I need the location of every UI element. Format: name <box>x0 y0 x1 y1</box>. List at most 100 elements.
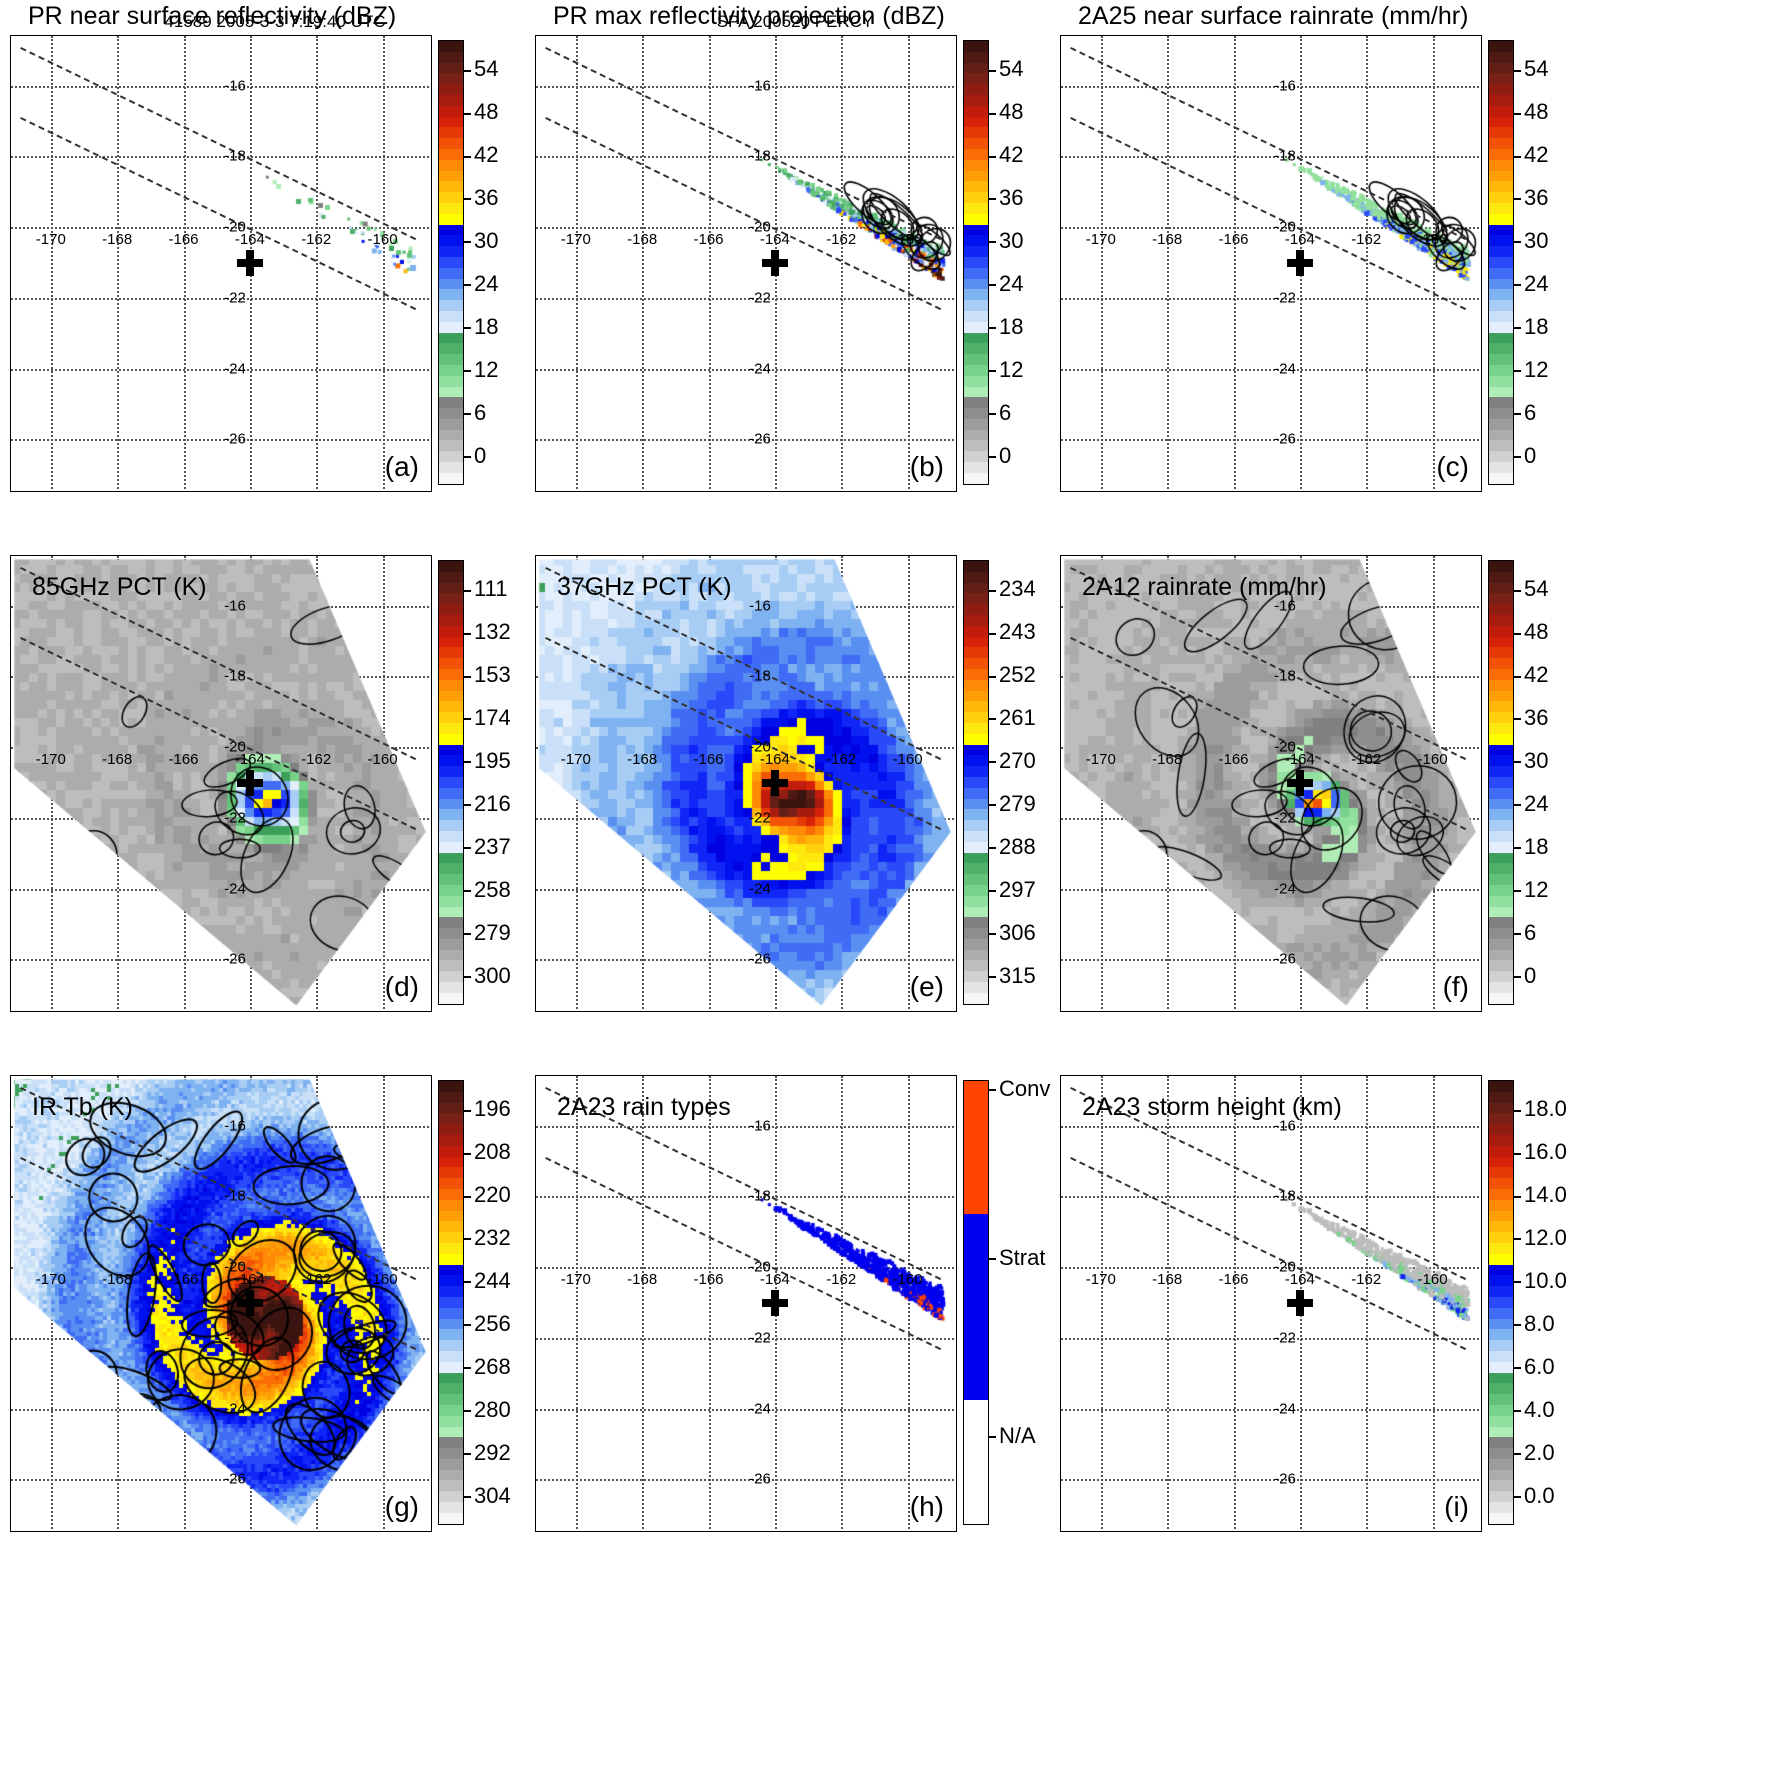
colorbar-tick-mark <box>1514 1238 1521 1241</box>
colorbar-segment <box>439 1480 463 1492</box>
colorbar-tick-label: 268 <box>474 1354 511 1380</box>
lat-tick-label: -20 <box>1274 1258 1296 1276</box>
colorbar-tick-label: 54 <box>1524 56 1549 82</box>
colorbar-ticks-d: 111 132 153 174 195 216 237 258 279 300 <box>464 560 554 1005</box>
colorbar-tick: 244 <box>464 1268 511 1294</box>
lat-tick-label: -22 <box>749 809 771 827</box>
colorbar-tick: 297 <box>989 877 1036 903</box>
colorbar-segment <box>1489 658 1513 669</box>
colorbar-segment <box>439 1134 463 1146</box>
colorbar-tick-label: 195 <box>474 748 511 774</box>
colorbar-segment <box>964 289 988 301</box>
colorbar-segment <box>1489 1167 1513 1179</box>
colorbar-tick-label: 42 <box>1524 142 1549 168</box>
lat-tick-label: -26 <box>224 950 246 968</box>
colorbar-segment <box>439 170 463 182</box>
colorbar-tick: 24 <box>1514 271 1548 297</box>
colorbar-tick-mark <box>1514 675 1521 678</box>
lat-tick-label: -18 <box>1274 667 1296 685</box>
colorbar-tick-mark <box>464 69 471 72</box>
colorbar-tick: 195 <box>464 748 511 774</box>
panel-letter-i: (i) <box>1444 1491 1469 1522</box>
colorbar-segment <box>439 62 463 74</box>
colorbar-segment <box>1489 62 1513 74</box>
colorbar-tick-label: 304 <box>474 1482 511 1508</box>
colorbar-tick: 0.0 <box>1514 1483 1555 1509</box>
colorbar-segment <box>439 960 463 972</box>
colorbar-segment <box>439 246 463 257</box>
colorbar-tick-label: 30 <box>1524 748 1549 774</box>
colorbar-tick-mark <box>989 284 996 287</box>
colorbar-segment <box>439 830 463 842</box>
colorbar-segment <box>439 1361 463 1373</box>
lon-tick-label: -162 <box>1351 751 1382 769</box>
colorbar-segment <box>439 1502 463 1513</box>
lon-tick-label: -162 <box>301 1271 332 1289</box>
lon-tick-label: -170 <box>560 231 591 249</box>
lat-tick-label: -24 <box>749 880 771 898</box>
colorbar-tick: 111 <box>464 576 507 602</box>
lat-tick-label: -22 <box>224 809 246 827</box>
lat-tick-label: -24 <box>224 360 246 378</box>
colorbar-segment <box>1489 386 1513 398</box>
panel-title-f: 2A12 rainrate (mm/hr) <box>1082 573 1327 601</box>
colorbar-segment <box>439 820 463 831</box>
colorbar-tick-mark <box>464 890 471 893</box>
lat-tick-label: -22 <box>1274 289 1296 307</box>
colorbar-tick-mark <box>989 241 996 244</box>
colorbar-tick-label: 208 <box>474 1139 511 1165</box>
lon-tick-label: -168 <box>627 1271 658 1289</box>
colorbar-segment <box>1489 397 1513 409</box>
data-layer-c <box>1061 36 1479 489</box>
colorbar-segment <box>439 690 463 702</box>
colorbar-tick: 261 <box>989 705 1036 731</box>
colorbar-segment <box>1489 787 1513 799</box>
colorbar-tick-label: 315 <box>999 962 1036 988</box>
colorbar-tick-label: 6 <box>474 400 487 426</box>
lat-tick-label: -24 <box>1274 880 1296 898</box>
colorbar-segment <box>964 246 988 257</box>
colorbar-segment <box>439 938 463 950</box>
colorbar-tick: 54 <box>1514 576 1548 602</box>
colorbar-segment <box>1489 906 1513 918</box>
colorbar-g: 196 208 220 232 244 256 268 280 292 304 <box>438 1080 558 1525</box>
colorbar-segment <box>439 73 463 85</box>
colorbar-segment <box>1489 1329 1513 1341</box>
colorbar-tick: 48 <box>464 99 498 125</box>
colorbar-tick-mark <box>464 413 471 416</box>
colorbar-segment <box>1489 776 1513 788</box>
colorbar-tick: 36 <box>1514 705 1548 731</box>
colorbar-tick: 6 <box>989 400 1011 426</box>
colorbar-segment <box>964 235 988 247</box>
colorbar-segment <box>1489 364 1513 376</box>
colorbar-tick-label: 18 <box>1524 314 1549 340</box>
colorbar-segment <box>1489 593 1513 605</box>
colorbar-segment <box>1489 1437 1513 1449</box>
lon-tick-label: -160 <box>367 231 398 249</box>
lon-tick-label: -164 <box>1284 1271 1315 1289</box>
colorbar-tick-label: 6 <box>1524 400 1537 426</box>
colorbar-segment <box>439 701 463 713</box>
colorbar-tick-mark <box>1514 112 1521 115</box>
colorbar-segment <box>1489 289 1513 301</box>
colorbar-segment <box>1489 148 1513 160</box>
colorbar-segment <box>1489 408 1513 419</box>
colorbar-segment <box>1489 841 1513 853</box>
colorbar-tick-mark <box>464 718 471 721</box>
colorbar-segment <box>964 41 988 52</box>
lon-tick-label: -168 <box>102 1271 133 1289</box>
colorbar-segment <box>964 148 988 160</box>
colorbar-tick-label: 36 <box>1524 705 1549 731</box>
colorbar-segment <box>439 343 463 355</box>
colorbar-ticks-h: Conv Strat N/A <box>989 1076 1079 1525</box>
colorbar-segment <box>1489 310 1513 322</box>
colorbar-segment <box>439 1156 463 1168</box>
colorbar-tick-label: Strat <box>999 1245 1046 1270</box>
colorbar-segment <box>1489 1502 1513 1513</box>
colorbar-tick: 48 <box>1514 99 1548 125</box>
colorbar-segment <box>439 658 463 669</box>
colorbar-segment <box>439 397 463 409</box>
colorbar-segment <box>964 561 988 572</box>
colorbar-segment <box>964 841 988 853</box>
colorbar-tick-mark <box>1514 327 1521 330</box>
